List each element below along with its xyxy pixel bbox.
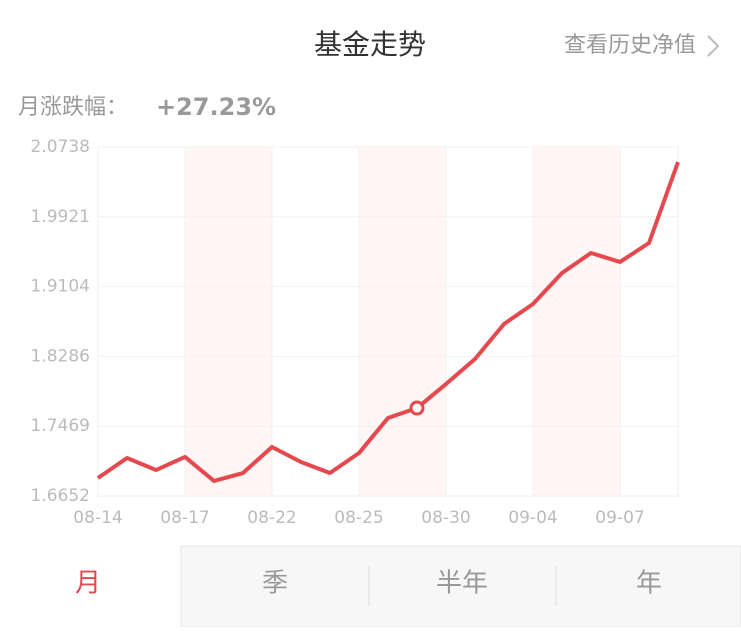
x-tick-label: 08-17 xyxy=(160,508,209,528)
current-point xyxy=(409,400,425,416)
subtitle-label: 月涨跌幅： xyxy=(18,95,128,120)
y-tick-label: 1.6652 xyxy=(31,486,90,506)
tab-active-bg xyxy=(0,546,181,627)
tab[interactable]: 年 xyxy=(636,569,662,599)
y-tick-label: 1.7469 xyxy=(31,416,90,436)
x-tick-label: 09-07 xyxy=(595,508,644,528)
tab[interactable]: 月 xyxy=(75,569,101,599)
chevron[interactable] xyxy=(707,35,720,57)
x-tick-label: 08-14 xyxy=(73,508,122,528)
band xyxy=(533,147,620,496)
tab[interactable]: 半年 xyxy=(436,569,488,599)
band xyxy=(359,147,446,496)
y-tick-label: 1.9921 xyxy=(31,207,90,227)
x-tick-label: 08-22 xyxy=(247,508,296,528)
subtitle-value: +27.23% xyxy=(156,93,276,121)
history-link[interactable]: 查看历史净值 xyxy=(564,33,696,58)
tab[interactable]: 季 xyxy=(262,569,288,599)
y-tick-label: 1.9104 xyxy=(31,277,90,297)
page-title: 基金走势 xyxy=(314,28,426,61)
x-tick-label: 09-04 xyxy=(508,508,557,528)
y-tick-label: 2.0738 xyxy=(31,137,90,157)
band xyxy=(185,147,272,496)
plot: 1.6652 1.7469 1.8286 1.9104 1.9921 2.0738 08-1… xyxy=(31,137,680,528)
y-tick-label: 1.8286 xyxy=(31,346,90,366)
x-tick-label: 08-30 xyxy=(421,508,470,528)
x-tick-label: 08-25 xyxy=(334,508,383,528)
line-series xyxy=(96,161,680,483)
